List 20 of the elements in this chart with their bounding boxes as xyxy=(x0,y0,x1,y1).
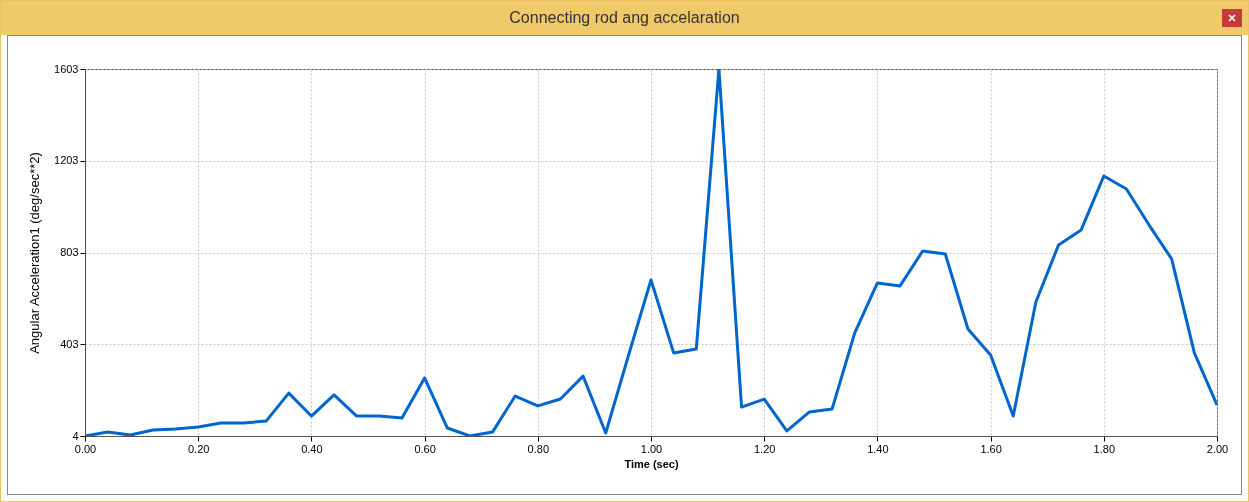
y-axis-title: Angular Acceleration1 (deg/sec**2) xyxy=(27,152,43,354)
y-tick-label: 803 xyxy=(60,246,79,259)
y-tick-label: 403 xyxy=(60,337,79,350)
line-series xyxy=(85,69,1217,436)
x-tick-label: 1.80 xyxy=(1093,442,1116,455)
x-tick-label: 0.20 xyxy=(187,442,210,455)
y-tick-label: 1603 xyxy=(54,62,79,75)
x-tick-label: 1.00 xyxy=(640,442,663,455)
x-tick-label: 1.60 xyxy=(980,442,1002,455)
x-axis-title: Time (sec) xyxy=(624,457,679,470)
chart-title: Connecting rod ang accelaration xyxy=(509,9,740,26)
x-tick-label: 0.60 xyxy=(414,442,436,455)
y-tick-label: 1203 xyxy=(54,154,79,167)
x-tick-label: 0.40 xyxy=(301,442,323,455)
x-tick-label: 1.40 xyxy=(867,442,889,455)
x-tick-label: 0.00 xyxy=(74,442,97,455)
x-tick-label: 1.20 xyxy=(753,442,776,455)
y-tick-label: 4 xyxy=(72,429,79,442)
x-tick-label: 0.80 xyxy=(527,442,550,455)
x-tick-label: 2.00 xyxy=(1206,442,1229,455)
